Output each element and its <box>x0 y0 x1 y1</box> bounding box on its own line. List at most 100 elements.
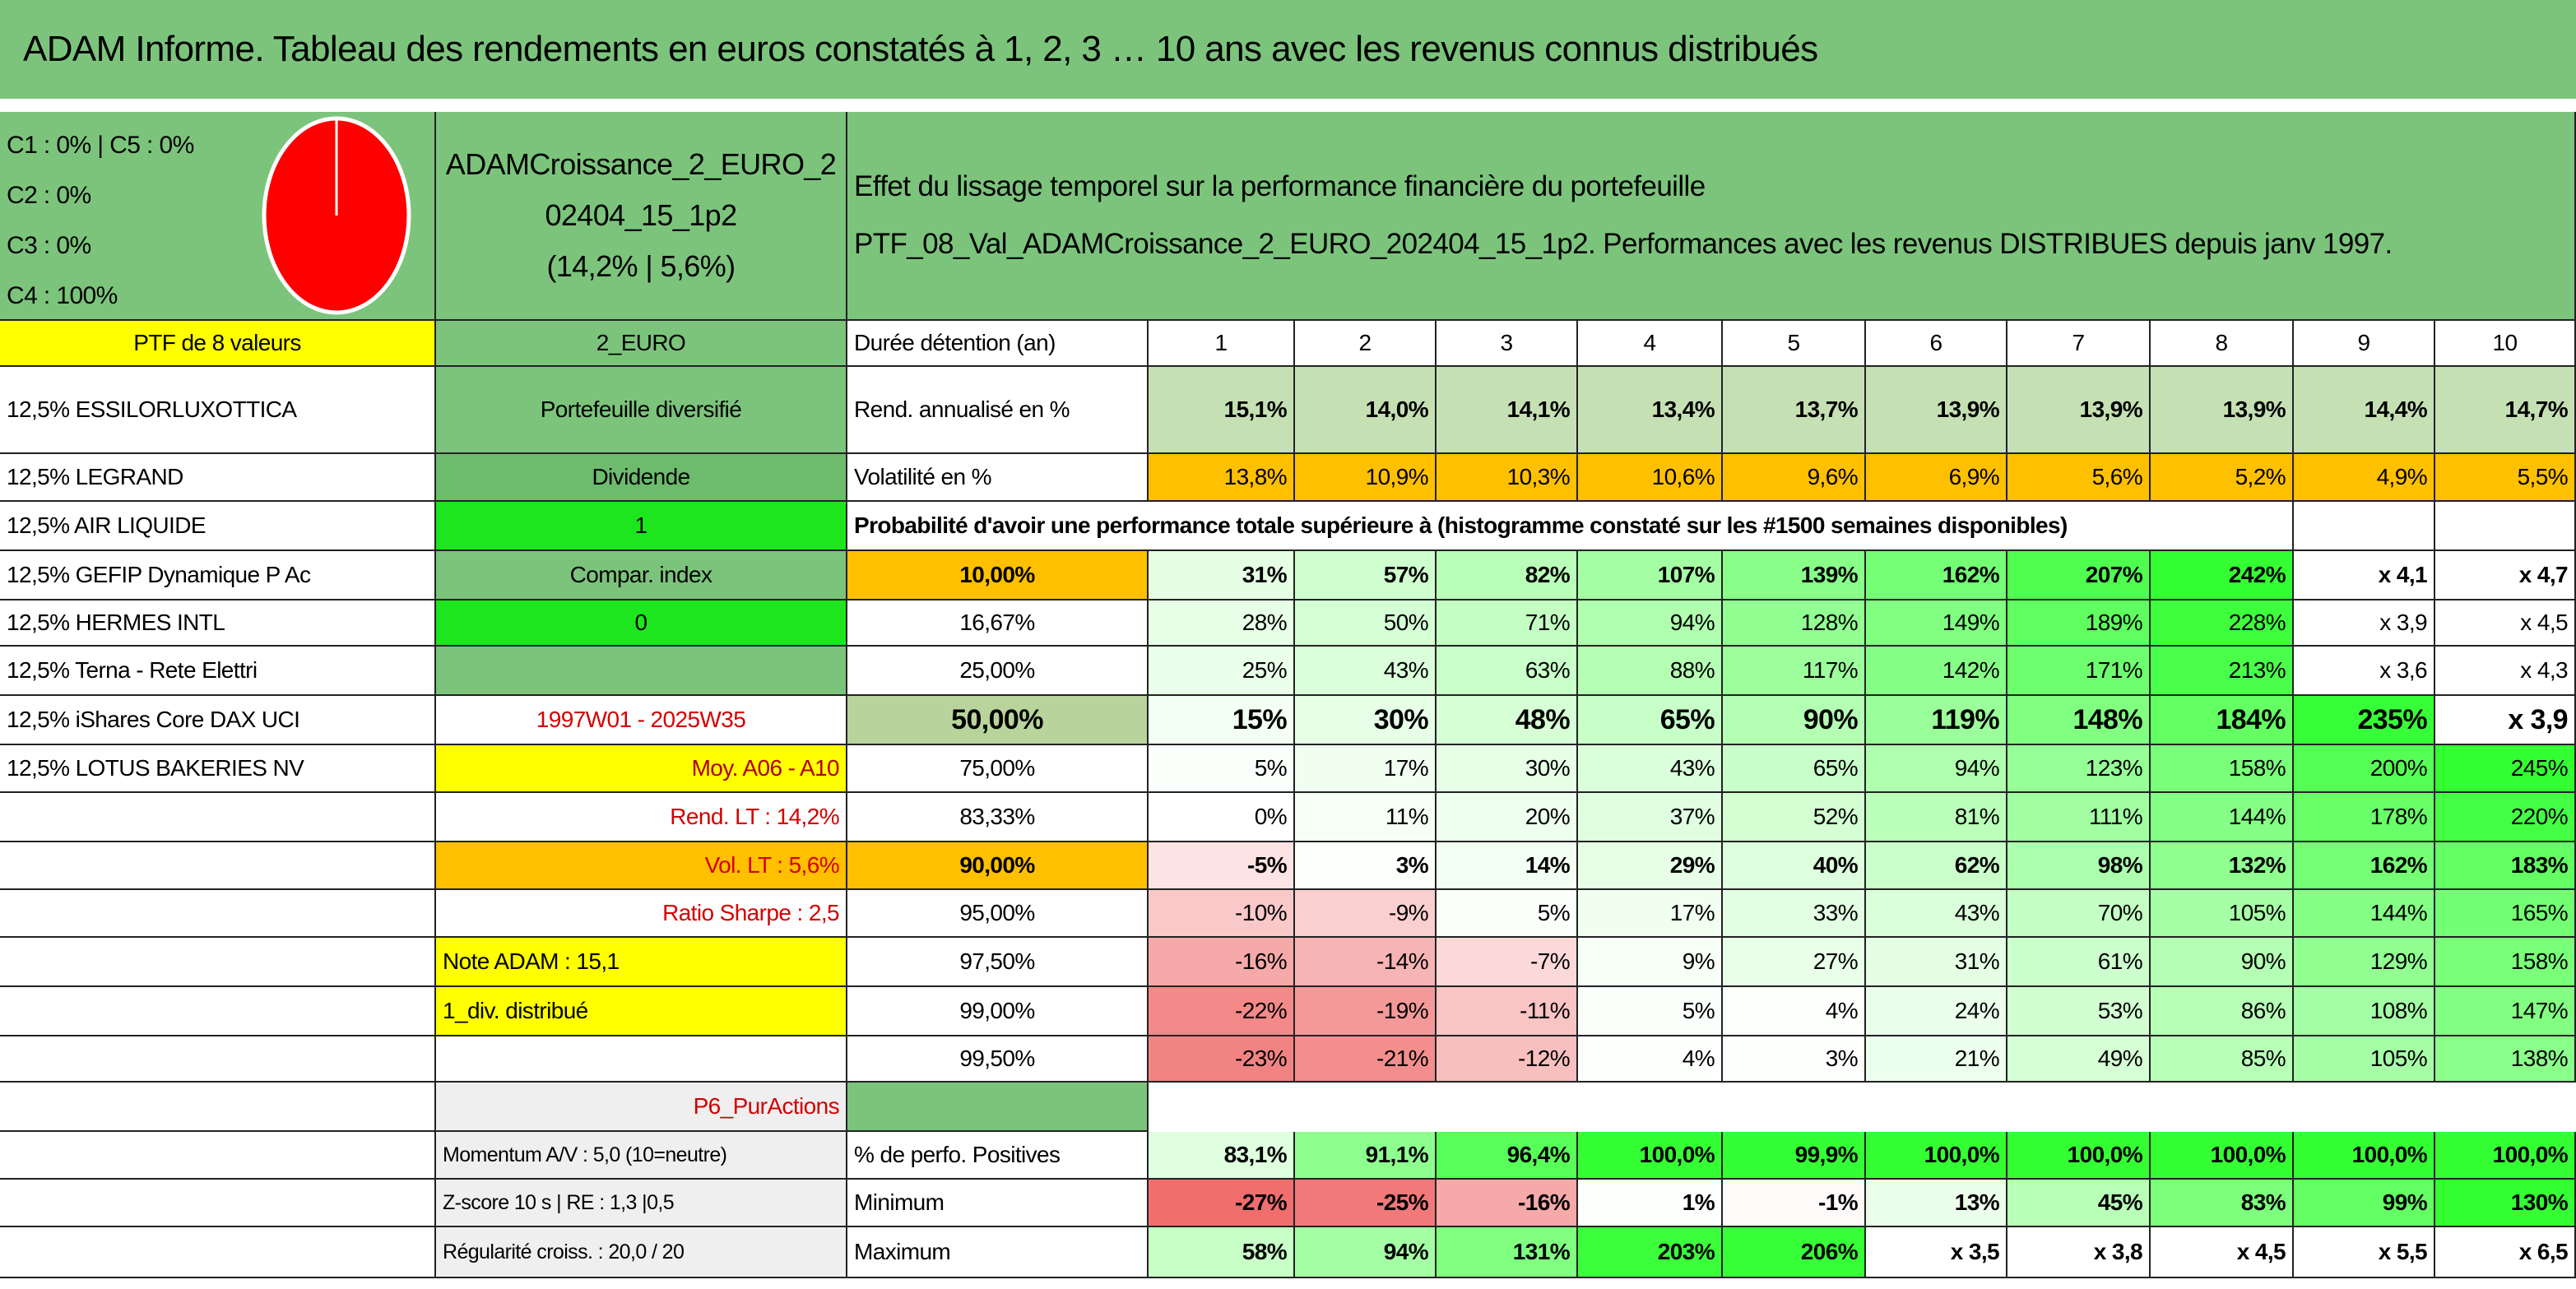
value-cell: 200% <box>2294 745 2435 793</box>
sidebar-cell-text: Compar. index <box>569 562 712 587</box>
row-label: Rend. annualisé en % <box>847 367 1149 454</box>
value-cell: 149% <box>1866 600 2007 647</box>
value-cell: 11% <box>1295 793 1437 842</box>
value-cell-text: 13,7% <box>1794 396 1859 422</box>
value-cell-text: 53% <box>2097 998 2143 1023</box>
empty-cell <box>2435 502 2576 551</box>
value-cell-text: 5% <box>1682 998 1715 1023</box>
value-cell: x 4,1 <box>2294 551 2435 600</box>
value-cell-text: 13,9% <box>2079 396 2143 422</box>
value-cell-text: 31% <box>1242 562 1288 587</box>
value-cell: 3% <box>1295 842 1437 890</box>
value-cell-text: x 4,5 <box>2520 610 2568 635</box>
value-cell-text: 165% <box>2510 900 2569 925</box>
probability-title-text: Probabilité d'avoir une performance tota… <box>854 512 2068 538</box>
column-header-text: 2 <box>1358 330 1372 355</box>
value-cell-text: 96,4% <box>1506 1142 1571 1167</box>
value-cell: 10,6% <box>1578 454 1723 502</box>
value-cell-text: -16% <box>1235 948 1288 974</box>
value-cell: 100,0% <box>2007 1132 2151 1180</box>
value-cell: 207% <box>2007 551 2151 600</box>
row-label-text: Volatilité en % <box>854 464 991 489</box>
value-cell-text: 43% <box>1669 755 1715 781</box>
value-cell: 24% <box>1866 987 2007 1036</box>
value-cell: 5,2% <box>2151 454 2294 502</box>
value-cell: 13,9% <box>1866 367 2007 454</box>
value-cell-text: 83% <box>2240 1189 2286 1215</box>
column-header-text: 8 <box>2215 330 2229 355</box>
value-cell-text: 100,0% <box>2351 1142 2428 1167</box>
value-cell: x 4,3 <box>2435 647 2576 696</box>
sidebar-cell-text: Régularité croiss. : 20,0 / 20 <box>443 1240 685 1263</box>
value-cell-text: 65% <box>1659 703 1715 735</box>
value-cell-text: 107% <box>1657 562 1715 587</box>
value-cell-text: 98% <box>2097 852 2143 878</box>
value-cell: 123% <box>2007 745 2151 793</box>
value-cell: 31% <box>1866 938 2007 987</box>
value-cell-text: 131% <box>1512 1239 1571 1264</box>
value-cell-text: 148% <box>2072 703 2142 735</box>
value-cell: 65% <box>1723 745 1866 793</box>
column-header: 1 <box>1149 321 1295 367</box>
sidebar-cell-text: Moy. A06 - A10 <box>691 755 840 781</box>
value-cell-text: 62% <box>1954 852 2000 878</box>
value-cell: 139% <box>1723 551 1866 600</box>
value-cell: 13,9% <box>2007 367 2151 454</box>
value-cell: 171% <box>2007 647 2151 696</box>
value-cell-text: 21% <box>1954 1046 2000 1071</box>
value-cell-text: 4% <box>1682 1046 1715 1071</box>
value-cell-text: 123% <box>2085 755 2143 781</box>
value-cell: 13,7% <box>1723 367 1866 454</box>
value-cell-text: 206% <box>1800 1239 1859 1264</box>
value-cell: 43% <box>1295 647 1437 696</box>
value-cell-text: 5,5% <box>2517 464 2569 489</box>
sidebar-cell: Z-score 10 s | RE : 1,3 |0,5 <box>436 1180 847 1227</box>
value-cell: x 4,7 <box>2435 551 2576 600</box>
value-cell: 5% <box>1578 987 1723 1036</box>
value-cell: 63% <box>1437 647 1578 696</box>
value-cell-text: 100,0% <box>1639 1142 1715 1167</box>
value-cell-text: 132% <box>2228 852 2286 878</box>
value-cell: 129% <box>2294 938 2435 987</box>
value-cell-text: 147% <box>2510 998 2569 1023</box>
value-cell-text: x 3,8 <box>2093 1239 2143 1264</box>
value-cell: 15,1% <box>1149 367 1295 454</box>
value-cell: 144% <box>2294 890 2435 938</box>
column-header: 10 <box>2435 321 2576 367</box>
sidebar-cell-text: Vol. LT : 5,6% <box>704 852 840 878</box>
empty-cell <box>0 1227 436 1278</box>
sidebar-cell-text: Momentum A/V : 5,0 (10=neutre) <box>443 1143 727 1166</box>
blank-area <box>1149 1083 2576 1132</box>
column-header-text: 1 <box>1214 330 1228 355</box>
value-cell: 48% <box>1437 696 1578 745</box>
empty-cell <box>0 938 436 987</box>
pie-chart <box>262 116 411 315</box>
value-cell-text: 129% <box>2369 948 2428 974</box>
value-cell-text: 9,6% <box>1807 464 1859 489</box>
value-cell-text: 5% <box>1537 900 1571 925</box>
sidebar-cell: 1997W01 - 2025W35 <box>436 696 847 745</box>
value-cell-text: 85% <box>2240 1046 2286 1071</box>
value-cell-text: x 4,7 <box>2518 562 2569 587</box>
value-cell: -21% <box>1295 1036 1437 1083</box>
value-cell: 128% <box>1723 600 1866 647</box>
row-label-text: Rend. annualisé en % <box>854 396 1070 422</box>
value-cell: 144% <box>2151 793 2294 842</box>
value-cell-text: 90% <box>2240 948 2286 974</box>
value-cell: -27% <box>1149 1180 1295 1227</box>
column-header: 6 <box>1866 321 2007 367</box>
value-cell: -16% <box>1437 1180 1578 1227</box>
value-cell-text: 100,0% <box>2210 1142 2286 1167</box>
empty-cell <box>0 1083 436 1132</box>
value-cell-text: 1% <box>1682 1189 1715 1215</box>
value-cell-text: 5% <box>1254 755 1288 781</box>
value-cell: x 3,9 <box>2294 600 2435 647</box>
value-cell-text: 52% <box>1812 804 1859 829</box>
sidebar-cell: Dividende <box>436 454 847 502</box>
column-header: 7 <box>2007 321 2151 367</box>
value-cell-text: 63% <box>1525 657 1571 683</box>
sidebar-cell: 0 <box>436 600 847 647</box>
value-cell-text: -14% <box>1376 948 1429 974</box>
value-cell: 94% <box>1866 745 2007 793</box>
value-cell-text: 17% <box>1383 755 1429 781</box>
